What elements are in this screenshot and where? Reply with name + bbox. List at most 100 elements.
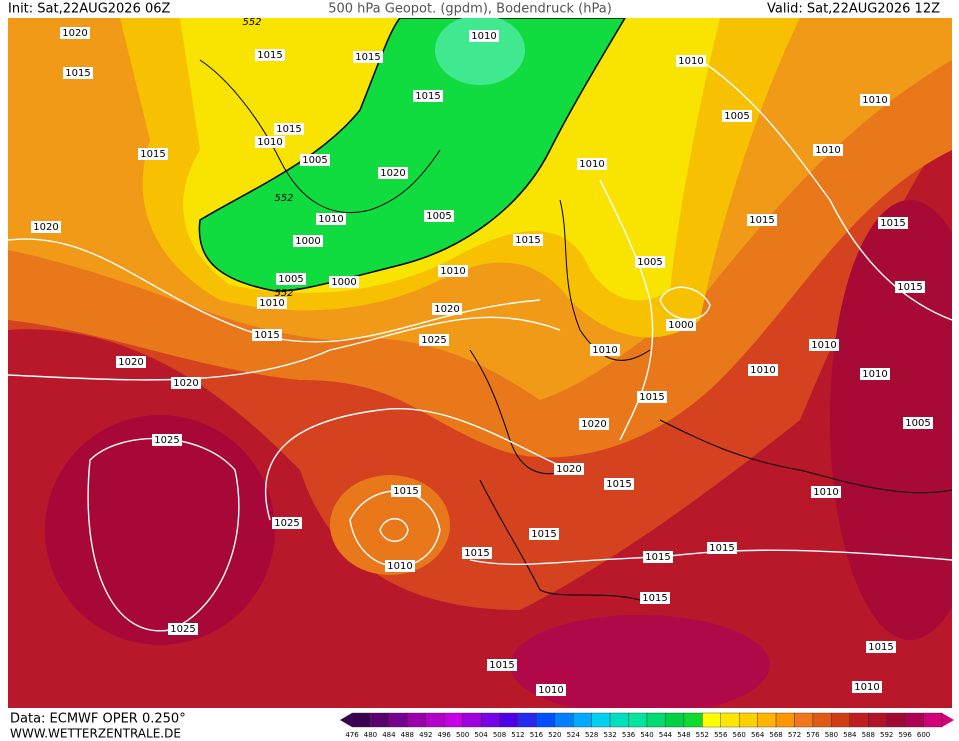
isobar-label: 1005 [278,274,303,285]
label-box [413,90,443,102]
colorbar-label: 508 [493,731,506,739]
isobar-label: 552 [274,288,293,299]
isobar-label: 1010 [318,214,343,225]
label-box [513,234,543,246]
isobar-label: 1020 [62,28,87,39]
isobar-label: 1000 [668,320,693,331]
website: WWW.WETTERZENTRALE.DE [10,727,181,741]
colorbar-label: 552 [696,731,709,739]
label-box [60,27,90,39]
isobar-label: 1025 [274,518,299,529]
isobar-label: 1015 [880,218,905,229]
label-box [293,235,323,247]
colorbar-swatch [573,712,592,728]
colorbar-label: 504 [474,731,488,739]
label-box [255,49,285,61]
colorbar-swatch [923,712,943,728]
label-box [637,391,667,403]
isobar-label: 1010 [815,145,840,156]
map-title: 500 hPa Geopot. (gpdm), Bodendruck (hPa) [328,2,612,17]
colorbar-label: 580 [825,731,838,739]
label-box [31,221,61,233]
isobar-labels: 1020 1015 552 1015 1015 1010 1010 1015 1015 1010 1… [31,17,933,696]
colorbar-label: 484 [382,731,396,739]
isobar-label: 1020 [173,378,198,389]
colorbar-swatch [849,712,869,728]
colorbar-swatch [628,712,648,728]
colorbar-label: 584 [843,731,857,739]
isobar-label: 1015 [642,593,667,604]
label-box [462,547,492,559]
colorbar-swatch [609,712,629,728]
colorbar-swatch [425,712,445,728]
isobar-label: 1020 [33,222,58,233]
label-box [529,528,559,540]
colorbar-swatch [886,712,906,728]
colorbar-swatch [554,712,574,728]
isobar-label: 1010 [387,561,412,572]
colorbar-label: 480 [364,731,377,739]
label-box [438,265,468,277]
label-box [353,51,383,63]
isobar-label: 1000 [331,277,356,288]
colorbar-swatch [702,712,721,728]
isobar-label: 1020 [434,304,459,315]
data-source: Data: ECMWF OPER 0.250° [10,712,186,727]
isobar-label: 1010 [257,137,282,148]
colorbar-label: 548 [677,731,690,739]
label-box [536,684,566,696]
colorbar-label: 492 [419,731,432,739]
label-box [391,485,421,497]
colorbar-label: 572 [788,731,801,739]
colorbar-swatch [591,712,611,728]
colorbar-label: 516 [530,731,544,739]
label-box [903,417,933,429]
isobar-label: 552 [242,17,261,28]
label-box [554,463,584,475]
colorbar-swatch [370,712,390,728]
colorbar-label: 532 [603,731,616,739]
colorbar-swatch [775,712,795,728]
isobar-label: 1010 [678,56,703,67]
isobar-label: 1020 [380,168,405,179]
isobar-label: 1010 [538,685,563,696]
label-box [255,136,285,148]
label-box [378,167,408,179]
colorbar-arrow-right [942,713,954,727]
isobar-label: 1015 [531,529,556,540]
colorbar-label: 564 [751,731,765,739]
label-box [300,154,330,166]
isobar-label: 1015 [140,149,165,160]
label-box [252,329,282,341]
isobar-label: 552 [274,193,293,204]
label-box [640,592,670,604]
isobar-label: 1015 [606,479,631,490]
isobar-label: 1025 [154,435,179,446]
isobar-label: 1010 [259,298,284,309]
label-box [707,542,737,554]
isobar-label: 1015 [276,124,301,135]
colorbar-label: 556 [714,731,728,739]
colorbar-swatch [443,712,463,728]
colorbar-swatch [665,712,685,728]
colorbar-label: 576 [806,731,820,739]
isobar-label: 1010 [750,365,775,376]
colorbar-swatch [683,712,703,728]
colorbar-swatch [388,712,408,728]
colorbar-swatch [794,712,814,728]
colorbar-label: 544 [659,731,673,739]
isobar-label: 1015 [645,552,670,563]
colorbar-swatch [831,712,851,728]
colorbar-label: 560 [733,731,746,739]
label-box [722,110,752,122]
label-box [895,281,925,293]
label-box [811,486,841,498]
isobar-label: 1015 [257,50,282,61]
label-box [487,659,517,671]
label-box [168,623,198,635]
label-box [419,334,449,346]
colorbar-swatch [904,712,924,728]
label-box [860,94,890,106]
isobar-label: 1000 [295,236,320,247]
